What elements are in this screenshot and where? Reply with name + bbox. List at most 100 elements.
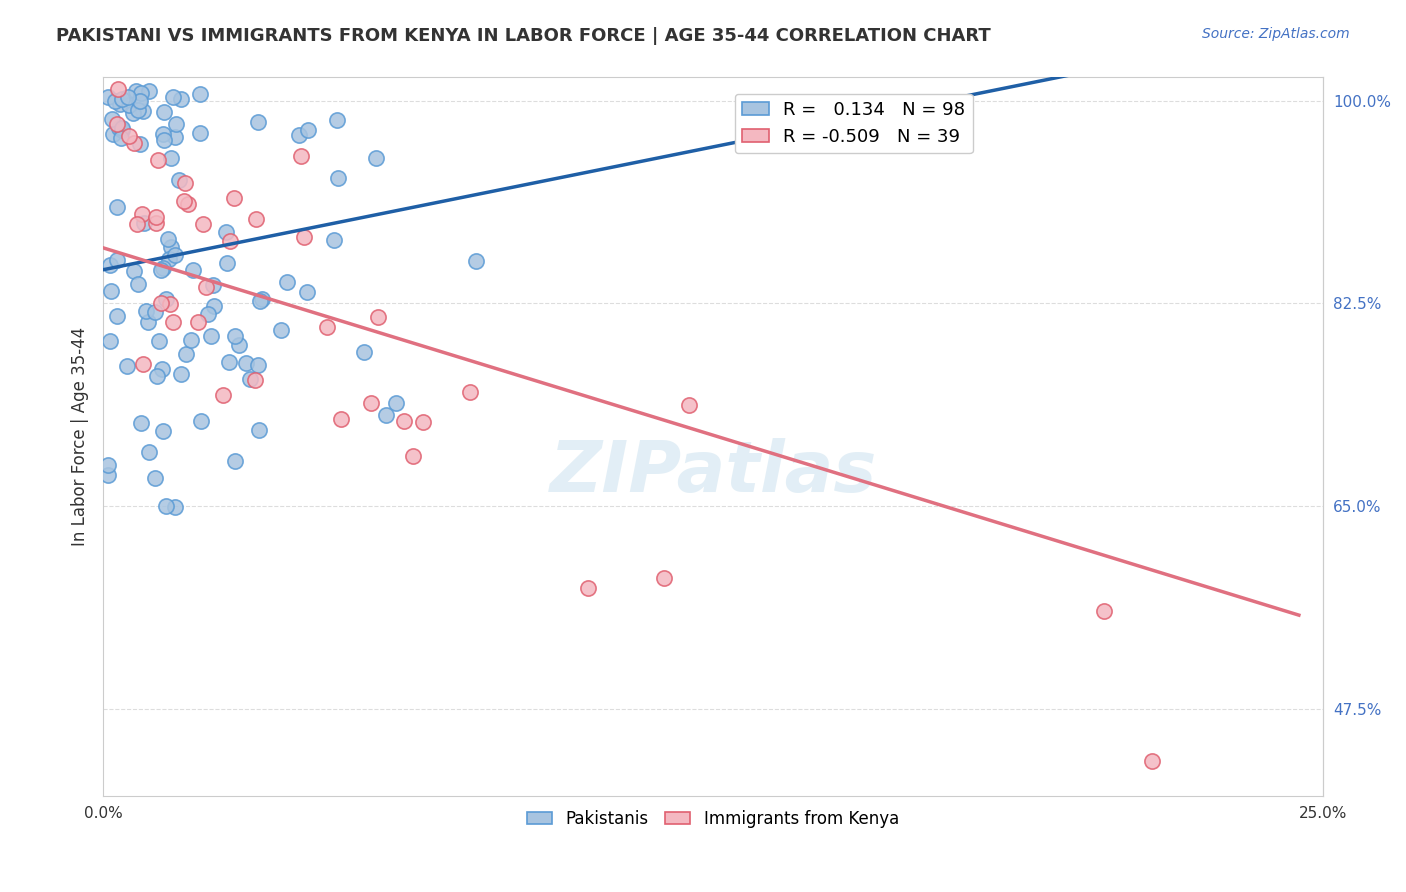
- Point: [118, 129, 141, 144]
- Point: [127, 103, 149, 117]
- Point: [250, 292, 273, 306]
- Point: [235, 356, 257, 370]
- Point: [219, 234, 242, 248]
- Point: [191, 217, 214, 231]
- Point: [297, 123, 319, 137]
- Point: [188, 126, 211, 140]
- Point: [155, 293, 177, 307]
- Point: [98, 334, 121, 348]
- Point: [97, 458, 120, 472]
- Point: [212, 388, 235, 402]
- Point: [122, 136, 145, 151]
- Point: [145, 211, 167, 225]
- Point: [155, 499, 177, 513]
- Point: [159, 296, 181, 310]
- Point: [247, 358, 270, 372]
- Point: [138, 84, 160, 98]
- Point: [145, 368, 167, 383]
- Point: [576, 582, 599, 596]
- Point: [115, 359, 138, 373]
- Point: [217, 256, 239, 270]
- Point: [111, 123, 134, 137]
- Point: [101, 112, 124, 127]
- Point: [190, 414, 212, 428]
- Point: [392, 414, 415, 428]
- Point: [292, 230, 315, 244]
- Point: [149, 296, 172, 310]
- Point: [173, 176, 195, 190]
- Point: [170, 92, 193, 106]
- Point: [111, 92, 134, 106]
- Text: Source: ZipAtlas.com: Source: ZipAtlas.com: [1202, 27, 1350, 41]
- Point: [107, 200, 129, 214]
- Point: [224, 454, 246, 468]
- Point: [678, 398, 700, 412]
- Point: [385, 396, 408, 410]
- Point: [132, 104, 155, 119]
- Point: [162, 90, 184, 104]
- Point: [103, 127, 125, 141]
- Point: [135, 303, 157, 318]
- Point: [402, 449, 425, 463]
- Point: [375, 409, 398, 423]
- Point: [111, 121, 134, 136]
- Point: [122, 263, 145, 277]
- Point: [228, 338, 250, 352]
- Point: [197, 308, 219, 322]
- Point: [243, 373, 266, 387]
- Point: [288, 128, 311, 142]
- Point: [290, 149, 312, 163]
- Point: [150, 263, 173, 277]
- Point: [122, 106, 145, 120]
- Point: [157, 232, 180, 246]
- Point: [105, 117, 128, 131]
- Point: [1142, 754, 1164, 768]
- Point: [360, 395, 382, 409]
- Point: [187, 315, 209, 329]
- Point: [201, 278, 224, 293]
- Point: [131, 416, 153, 430]
- Point: [97, 467, 120, 482]
- Point: [110, 130, 132, 145]
- Y-axis label: In Labor Force | Age 35-44: In Labor Force | Age 35-44: [72, 327, 89, 546]
- Point: [249, 293, 271, 308]
- Point: [136, 315, 159, 329]
- Point: [165, 129, 187, 144]
- Point: [270, 323, 292, 337]
- Point: [107, 82, 129, 96]
- Point: [105, 253, 128, 268]
- Point: [218, 355, 240, 369]
- Point: [159, 240, 181, 254]
- Point: [326, 113, 349, 128]
- Point: [170, 367, 193, 381]
- Point: [152, 104, 174, 119]
- Point: [105, 310, 128, 324]
- Point: [200, 328, 222, 343]
- Point: [224, 329, 246, 343]
- Point: [167, 172, 190, 186]
- Legend: Pakistanis, Immigrants from Kenya: Pakistanis, Immigrants from Kenya: [520, 803, 905, 835]
- Point: [129, 136, 152, 151]
- Point: [1092, 604, 1115, 618]
- Point: [173, 194, 195, 208]
- Point: [165, 500, 187, 514]
- Point: [366, 152, 388, 166]
- Point: [108, 120, 131, 135]
- Point: [180, 333, 202, 347]
- Point: [100, 284, 122, 298]
- Point: [152, 261, 174, 276]
- Point: [165, 248, 187, 262]
- Point: [152, 424, 174, 438]
- Point: [162, 315, 184, 329]
- Point: [118, 98, 141, 112]
- Point: [326, 171, 349, 186]
- Point: [239, 372, 262, 386]
- Point: [97, 89, 120, 103]
- Point: [153, 133, 176, 147]
- Point: [202, 299, 225, 313]
- Point: [412, 416, 434, 430]
- Point: [100, 258, 122, 272]
- Point: [195, 279, 218, 293]
- Point: [129, 86, 152, 100]
- Point: [145, 217, 167, 231]
